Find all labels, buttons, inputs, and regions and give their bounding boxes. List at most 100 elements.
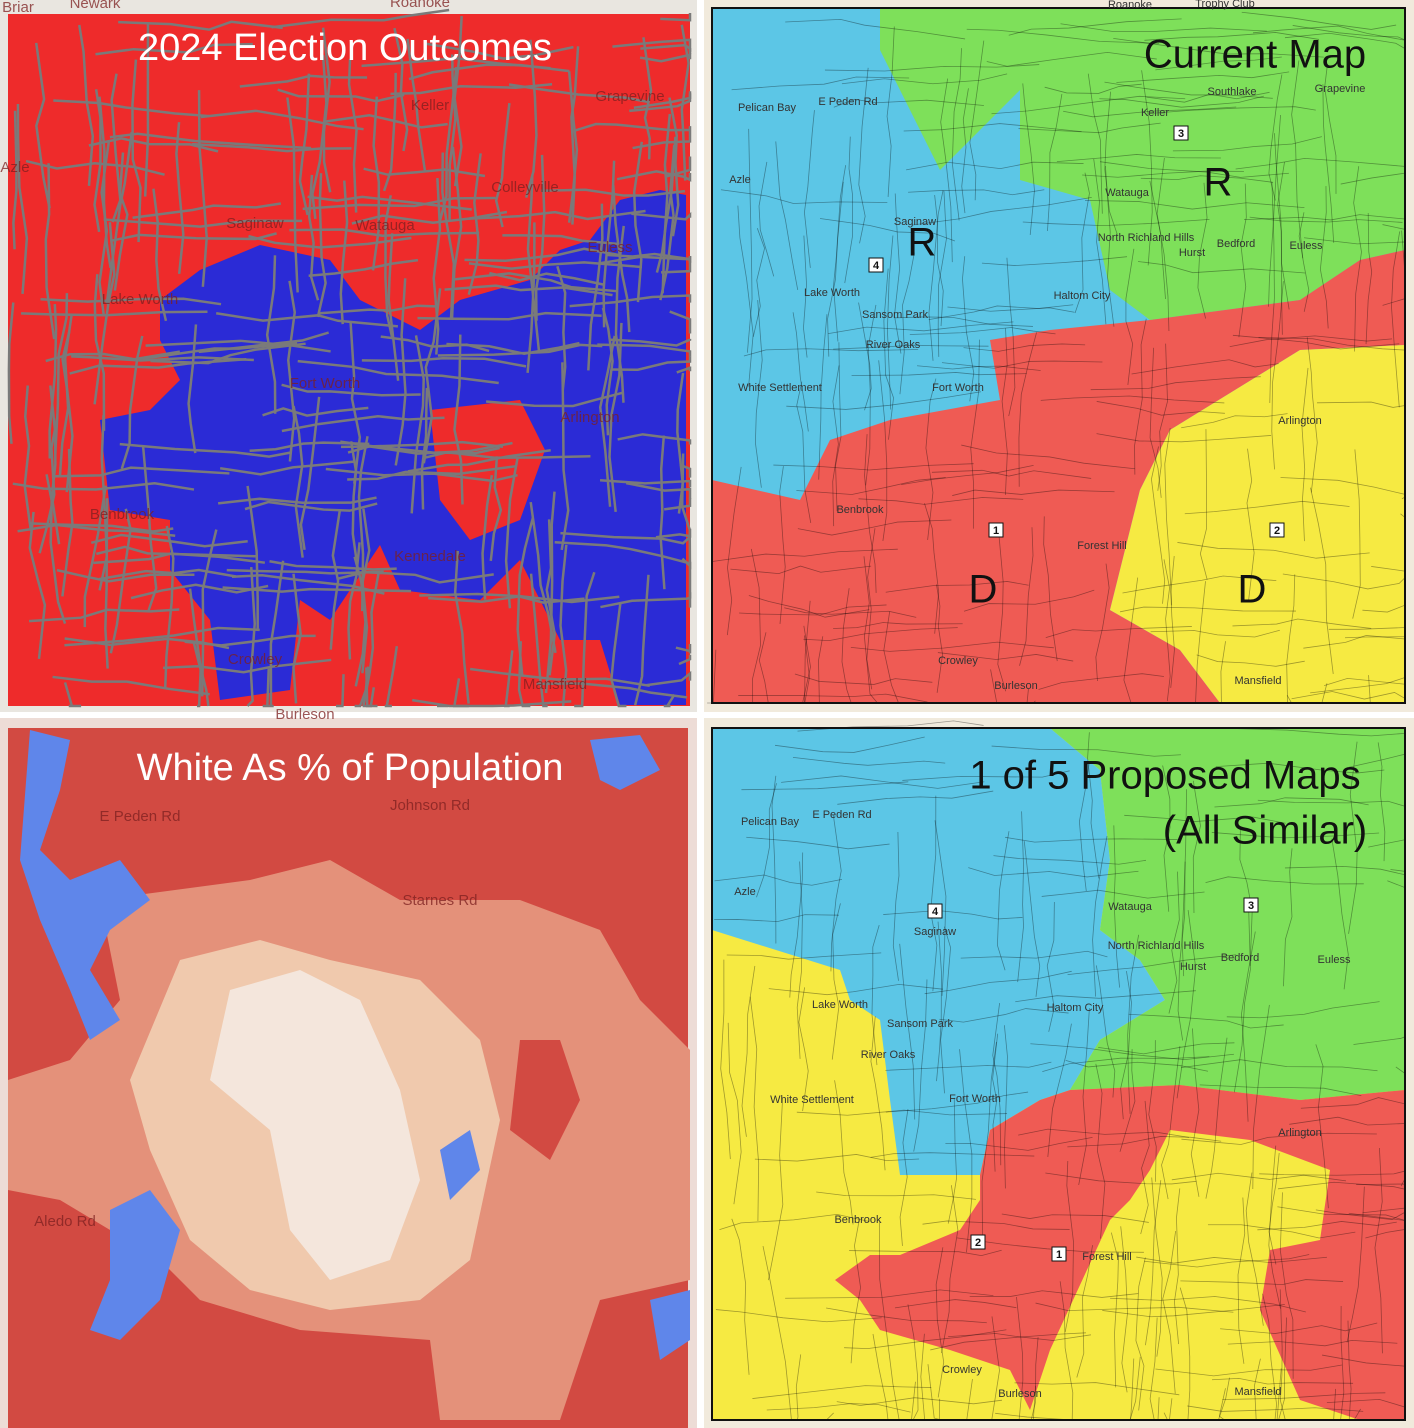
- boundary-line: [928, 190, 944, 361]
- boundary-line: [1161, 1045, 1181, 1200]
- boundary-line: [200, 529, 218, 697]
- boundary-line: [1119, 1049, 1136, 1152]
- boundary-line: [675, 643, 692, 654]
- boundary-line: [1269, 181, 1275, 404]
- boundary-line: [679, 463, 692, 478]
- district-number-box: [988, 522, 1004, 538]
- boundary-line: [298, 73, 311, 216]
- boundary-line: [534, 154, 546, 321]
- boundary-line: [1268, 114, 1281, 307]
- boundary-line: [779, 466, 786, 624]
- boundary-line: [1113, 825, 1120, 988]
- boundary-line: [1008, 18, 1182, 36]
- boundary-line: [98, 140, 111, 315]
- district-number: 1: [1056, 1249, 1062, 1261]
- boundary-line: [1045, 1172, 1197, 1185]
- boundary-line: [1141, 70, 1153, 266]
- place-label: Fort Worth: [290, 375, 361, 392]
- boundary-line: [1018, 122, 1161, 134]
- boundary-line: [197, 90, 208, 287]
- boundary-line: [1205, 1037, 1228, 1199]
- boundary-line: [886, 235, 894, 410]
- boundary-line: [1120, 971, 1132, 1120]
- boundary-line: [781, 775, 985, 789]
- boundary-line: [796, 1109, 1008, 1116]
- boundary-line: [1078, 1008, 1090, 1186]
- boundary-line: [774, 736, 925, 753]
- boundary-line: [349, 441, 360, 570]
- boundary-line: [992, 1033, 999, 1172]
- boundary-line: [909, 327, 1056, 335]
- boundary-line: [1277, 161, 1285, 335]
- boundary-line: [731, 76, 910, 91]
- boundary-line: [131, 59, 142, 243]
- boundary-line: [834, 1080, 854, 1225]
- boundary-line: [1014, 1382, 1180, 1396]
- boundary-line: [830, 814, 842, 972]
- place-label: Sansom Park: [862, 309, 929, 321]
- boundary-line: [424, 42, 574, 60]
- boundary-line: [885, 581, 1029, 593]
- boundary-line: [737, 205, 754, 387]
- boundary-line: [1074, 172, 1090, 314]
- demographics-panel: [0, 718, 697, 1428]
- boundary-line: [150, 342, 306, 365]
- boundary-line: [612, 185, 631, 333]
- boundary-line: [468, 261, 643, 270]
- boundary-line: [827, 181, 844, 357]
- boundary-line: [452, 678, 469, 708]
- boundary-line: [870, 1152, 1035, 1158]
- boundary-line: [858, 497, 1024, 505]
- boundary-line: [768, 983, 943, 996]
- boundary-line: [966, 28, 1160, 44]
- boundary-line: [833, 98, 984, 108]
- boundary-line: [610, 338, 692, 347]
- boundary-line: [941, 1185, 959, 1354]
- boundary-line: [939, 1008, 1069, 1023]
- place-label: Arlington: [560, 409, 619, 426]
- boundary-line: [902, 770, 1070, 781]
- boundary-line: [1110, 1232, 1119, 1388]
- place-label: Bedford: [1221, 952, 1260, 964]
- boundary-line: [907, 1304, 919, 1421]
- panel-title: Current Map: [1144, 33, 1366, 77]
- boundary-line: [720, 959, 731, 1160]
- place-label: Mansfield: [1234, 1386, 1281, 1398]
- boundary-line: [145, 339, 331, 353]
- boundary-line: [446, 341, 580, 355]
- boundary-line: [393, 27, 409, 152]
- boundary-line: [217, 496, 377, 505]
- boundary-line: [1192, 780, 1201, 913]
- place-label: Benbrook: [90, 506, 155, 523]
- boundary-line: [668, 97, 680, 237]
- boundary-line: [775, 141, 799, 290]
- boundary-line: [444, 284, 613, 297]
- boundary-line: [292, 573, 302, 704]
- place-label: Lake Worth: [804, 287, 860, 299]
- lake: [90, 1190, 180, 1340]
- place-label: Arlington: [1278, 415, 1321, 427]
- boundary-line: [1315, 1044, 1329, 1209]
- boundary-line: [858, 67, 869, 244]
- boundary-line: [928, 304, 1074, 321]
- boundary-line: [963, 343, 1086, 352]
- boundary-line: [574, 122, 691, 132]
- boundary-line: [1116, 71, 1290, 83]
- district-number-box: [868, 257, 884, 273]
- place-label: North Richland Hills: [1098, 232, 1195, 244]
- lake: [650, 1290, 690, 1360]
- boundary-line: [617, 433, 692, 445]
- boundary-line: [947, 1097, 957, 1224]
- boundary-line: [412, 698, 572, 708]
- boundary-line: [1176, 909, 1197, 1099]
- district-number-box: [1243, 897, 1259, 913]
- boundary-line: [1241, 11, 1397, 30]
- panel-title: 2024 Election Outcomes: [138, 27, 552, 69]
- boundary-line: [959, 1049, 973, 1253]
- boundary-line: [1365, 213, 1373, 345]
- boundary-line: [878, 360, 888, 542]
- district-number: 1: [993, 525, 999, 537]
- boundary-line: [452, 272, 618, 293]
- boundary-line: [824, 64, 1040, 72]
- place-label: Aledo Rd: [34, 1213, 96, 1230]
